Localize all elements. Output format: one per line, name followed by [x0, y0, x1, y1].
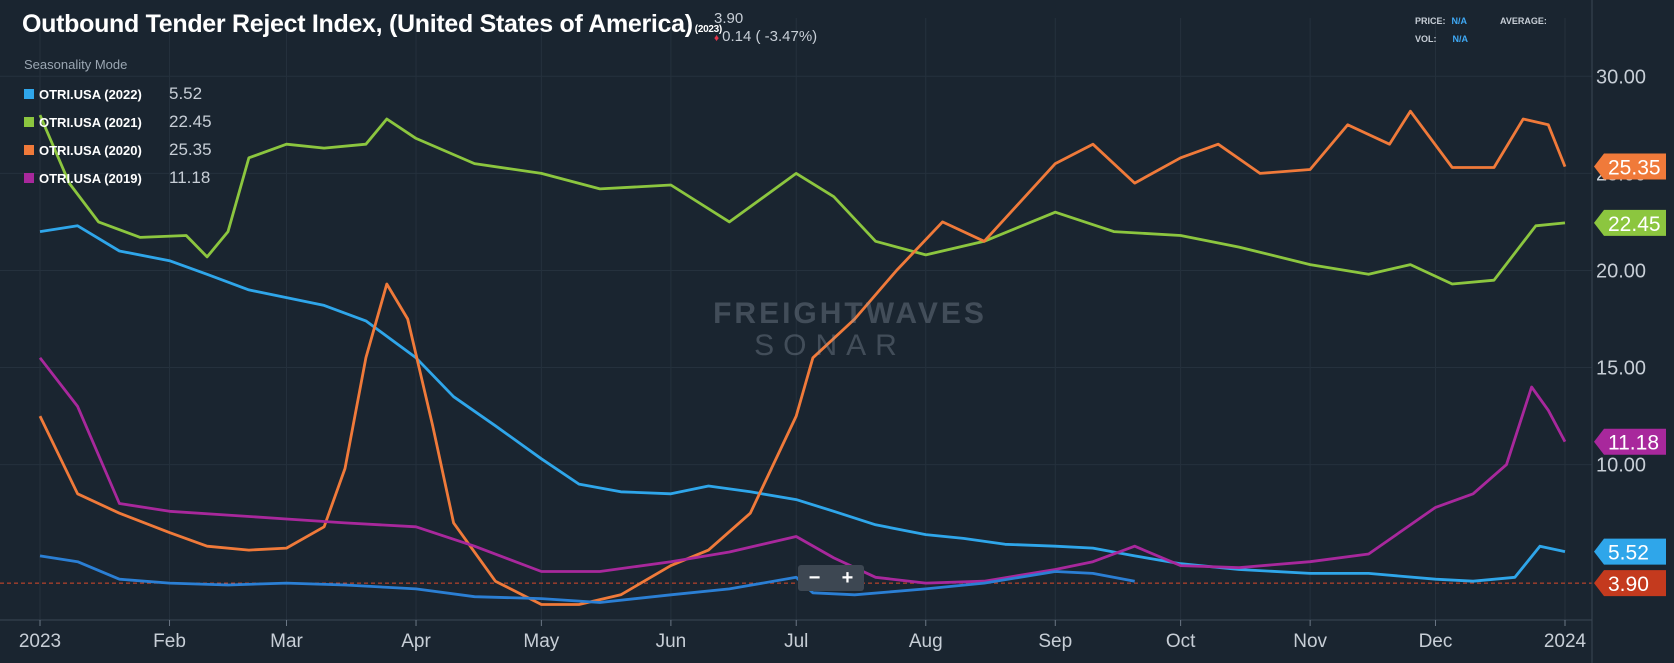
legend-name: OTRI.USA (2020)	[39, 142, 142, 158]
change-text: 0.14 ( -3.47%)	[722, 28, 818, 45]
series-line	[39, 554, 1135, 604]
x-tick-label: Mar	[270, 631, 303, 652]
x-tick-label: Jul	[784, 631, 808, 652]
y-tick-label: 15.00	[1596, 358, 1646, 380]
price-meta: PRICE: N/A	[1415, 16, 1467, 26]
current-tag-bg	[1594, 570, 1666, 597]
legend-name: OTRI.USA (2021)	[39, 114, 142, 130]
x-tick-label: 2023	[19, 631, 61, 652]
legend-swatch	[24, 145, 34, 155]
watermark-line1: FREIGHTWAVES	[713, 297, 987, 330]
average-label: AVERAGE:	[1500, 16, 1547, 26]
series-tag-label: 11.18	[1608, 432, 1659, 455]
price-label: PRICE:	[1415, 16, 1446, 26]
y-tick-label: 10.00	[1596, 455, 1646, 477]
vol-label: VOL:	[1415, 34, 1437, 44]
last-value-tags: 5.52 22.45 25.35 11.18 3.90	[1594, 153, 1666, 597]
x-tick-label: May	[523, 631, 559, 652]
title-text: Outbound Tender Reject Index, (United St…	[22, 10, 693, 38]
x-tick-label: Feb	[153, 631, 186, 652]
change-value: ♦ 0.14 ( -3.47%)	[714, 28, 817, 48]
watermark: FREIGHTWAVES SONAR	[650, 297, 1050, 363]
price-value: N/A	[1451, 16, 1468, 26]
legend-swatch	[24, 89, 34, 99]
down-arrow-icon: ♦	[714, 33, 720, 44]
legend-item[interactable]: OTRI.USA (2020) 25.35	[24, 136, 212, 164]
last-value-block: 3.90 ♦ 0.14 ( -3.47%)	[714, 10, 817, 48]
x-tick-label: Nov	[1293, 631, 1327, 652]
legend-value: 25.35	[169, 140, 212, 159]
series-lines	[38, 109, 1567, 606]
y-tick-label: 30.00	[1596, 66, 1646, 88]
x-tick-label: Jun	[656, 631, 687, 652]
legend-swatch	[24, 173, 34, 183]
legend-name: OTRI.USA (2019)	[39, 170, 142, 186]
legend-item[interactable]: OTRI.USA (2021) 22.45	[24, 108, 212, 136]
legend-item[interactable]: OTRI.USA (2022) 5.52	[24, 80, 212, 108]
legend-name: OTRI.USA (2022)	[39, 86, 142, 102]
legend: OTRI.USA (2022) 5.52 OTRI.USA (2021) 22.…	[24, 80, 212, 192]
legend-value: 11.18	[169, 168, 211, 187]
watermark-line2: SONAR	[754, 329, 906, 362]
series-tag-label: 25.35	[1608, 157, 1661, 180]
legend-swatch	[24, 117, 34, 127]
title-year: (2023)	[694, 24, 722, 35]
vol-meta: VOL: N/A	[1415, 34, 1468, 44]
x-tick-label: Sep	[1038, 631, 1072, 652]
series-line	[38, 109, 1567, 606]
y-tick-label: 20.00	[1596, 260, 1646, 282]
series-line	[39, 224, 1566, 583]
last-value: 3.90	[714, 10, 744, 27]
average-meta: AVERAGE:	[1500, 16, 1547, 26]
series-line	[38, 356, 1567, 585]
legend-value: 22.45	[169, 112, 212, 131]
zoom-out-button[interactable]: −	[808, 567, 821, 589]
x-tick-label: Aug	[909, 631, 943, 652]
x-tick-label: Dec	[1419, 631, 1453, 652]
series-line	[38, 114, 1566, 286]
seasonality-mode-label: Seasonality Mode	[24, 57, 128, 72]
x-tick-label: Apr	[401, 631, 431, 652]
chart-title: Outbound Tender Reject Index, (United St…	[22, 10, 722, 39]
series-tag-label: 22.45	[1608, 213, 1661, 236]
series-tag-label: 5.52	[1608, 542, 1649, 565]
legend-value: 5.52	[169, 84, 203, 103]
series-tag-bg	[1594, 209, 1666, 236]
series-tag-bg	[1594, 428, 1666, 455]
legend-item[interactable]: OTRI.USA (2019) 11.18	[24, 164, 212, 192]
vol-value: N/A	[1452, 34, 1469, 44]
current-tag-label: 3.90	[1608, 573, 1649, 596]
x-tick-label: Oct	[1166, 631, 1196, 652]
zoom-in-button[interactable]: +	[841, 567, 854, 589]
x-tick-label: 2024	[1544, 631, 1587, 652]
zoom-control: − +	[798, 565, 864, 591]
series-tag-bg	[1594, 153, 1666, 180]
series-tag-bg	[1594, 538, 1666, 565]
